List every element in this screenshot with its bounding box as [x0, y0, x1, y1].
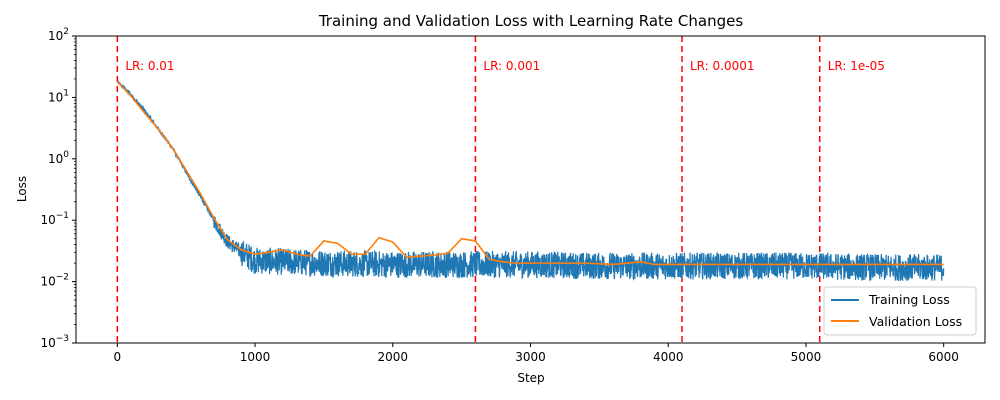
- lr-change-label: LR: 1e-05: [828, 59, 885, 73]
- lr-change-label: LR: 0.01: [125, 59, 174, 73]
- y-tick-label: 102: [48, 27, 69, 43]
- y-axis-label: Loss: [15, 176, 29, 202]
- y-tick-label: 101: [48, 88, 69, 104]
- x-axis-label: Step: [517, 371, 544, 385]
- y-tick-label: 10−2: [40, 273, 69, 289]
- y-tick-label: 100: [48, 150, 69, 166]
- x-tick-label: 3000: [515, 350, 546, 364]
- y-tick-label: 10−1: [40, 211, 69, 227]
- chart-title: Training and Validation Loss with Learni…: [318, 12, 744, 30]
- legend-label-training: Training Loss: [868, 292, 950, 307]
- training-loss-line: [116, 80, 945, 282]
- legend: Training Loss Validation Loss: [823, 286, 977, 336]
- x-tick-label: 2000: [377, 350, 408, 364]
- x-tick-label: 0: [113, 350, 121, 364]
- x-tick-label: 5000: [791, 350, 822, 364]
- x-tick-label: 4000: [653, 350, 684, 364]
- y-tick-label: 10−3: [40, 334, 69, 350]
- legend-box: [823, 286, 977, 336]
- validation-loss-line: [116, 81, 944, 266]
- legend-label-validation: Validation Loss: [869, 314, 962, 329]
- x-tick-label: 1000: [240, 350, 271, 364]
- lr-change-label: LR: 0.001: [483, 59, 540, 73]
- x-tick-label: 6000: [928, 350, 959, 364]
- lr-change-label: LR: 0.0001: [690, 59, 755, 73]
